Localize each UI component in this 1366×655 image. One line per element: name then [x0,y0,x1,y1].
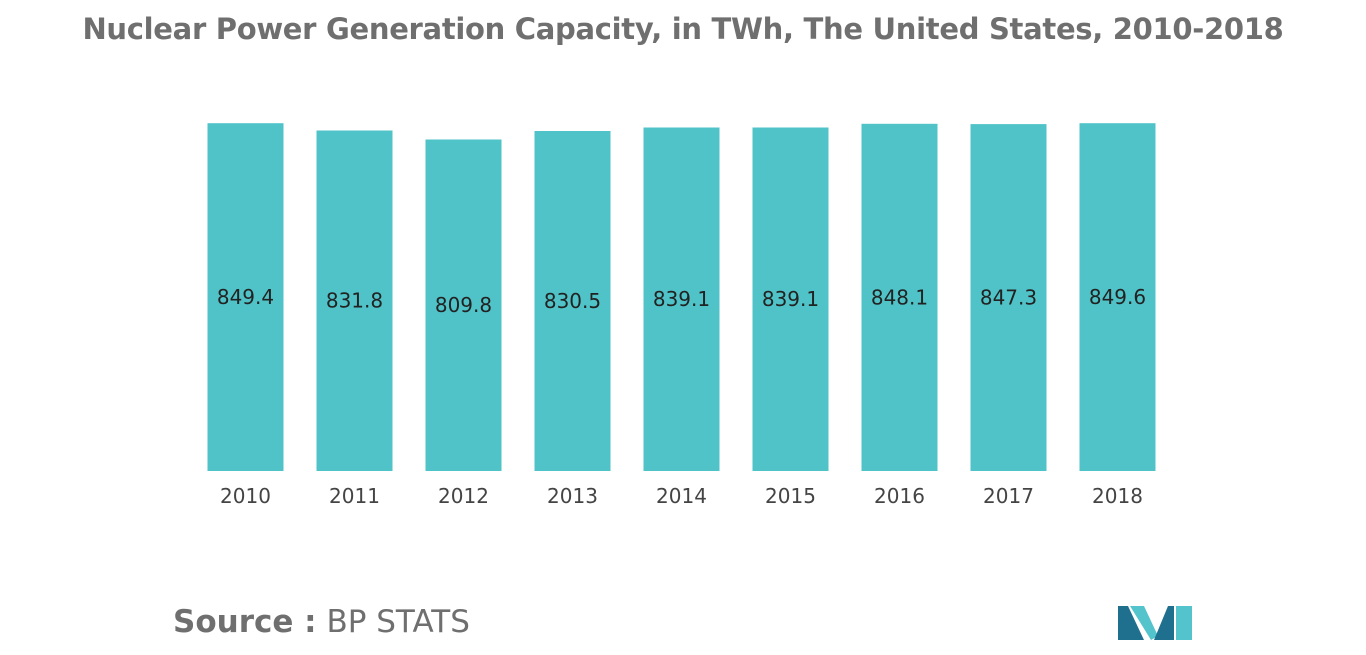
logo-left-stroke [1118,606,1144,640]
data-label-2010: 849.4 [217,285,274,309]
data-label-2013: 830.5 [544,289,601,313]
x-tick-label-2015: 2015 [765,484,816,508]
bar-2017 [970,124,1047,471]
source-label: Source : [173,604,317,640]
x-tick-label-2014: 2014 [656,484,707,508]
x-tick-label-2018: 2018 [1092,484,1143,508]
bar-2018 [1079,123,1156,471]
logo-right-bar [1176,606,1192,640]
source-value: BP STATS [326,604,470,640]
bar-2011 [316,130,393,471]
value-labels-group: 849.4 831.8 809.8 830.5 839.1 839.1 848.1 847.3… [217,285,1146,317]
bar-2014 [643,127,720,471]
bar-2013 [534,131,611,471]
bar-2010 [207,123,284,471]
x-tick-label-2016: 2016 [874,484,925,508]
bars-group [207,123,1156,472]
logo-middle-stroke [1130,606,1158,640]
data-label-2016: 848.1 [871,285,928,309]
x-tick-label-2017: 2017 [983,484,1034,508]
mordor-intelligence-logo-icon [1118,606,1192,640]
bar-2015 [752,127,829,471]
data-label-2011: 831.8 [326,289,383,313]
x-tick-label-2012: 2012 [438,484,489,508]
x-tick-label-2011: 2011 [329,484,380,508]
source-note: Source : BP STATS [173,604,470,640]
chart-title: Nuclear Power Generation Capacity, in TW… [82,12,1284,46]
data-label-2018: 849.6 [1089,285,1146,309]
data-label-2012: 809.8 [435,293,492,317]
bar-2012 [425,139,502,471]
x-axis-tick-labels: 2010 2011 2012 2013 2014 2015 2016 2017 2018 [220,484,1143,508]
bar-2016 [861,123,938,472]
data-label-2014: 839.1 [653,287,710,311]
x-tick-label-2010: 2010 [220,484,271,508]
x-tick-label-2013: 2013 [547,484,598,508]
data-label-2015: 839.1 [762,287,819,311]
logo-right-stroke [1154,606,1174,640]
data-label-2017: 847.3 [980,286,1037,310]
